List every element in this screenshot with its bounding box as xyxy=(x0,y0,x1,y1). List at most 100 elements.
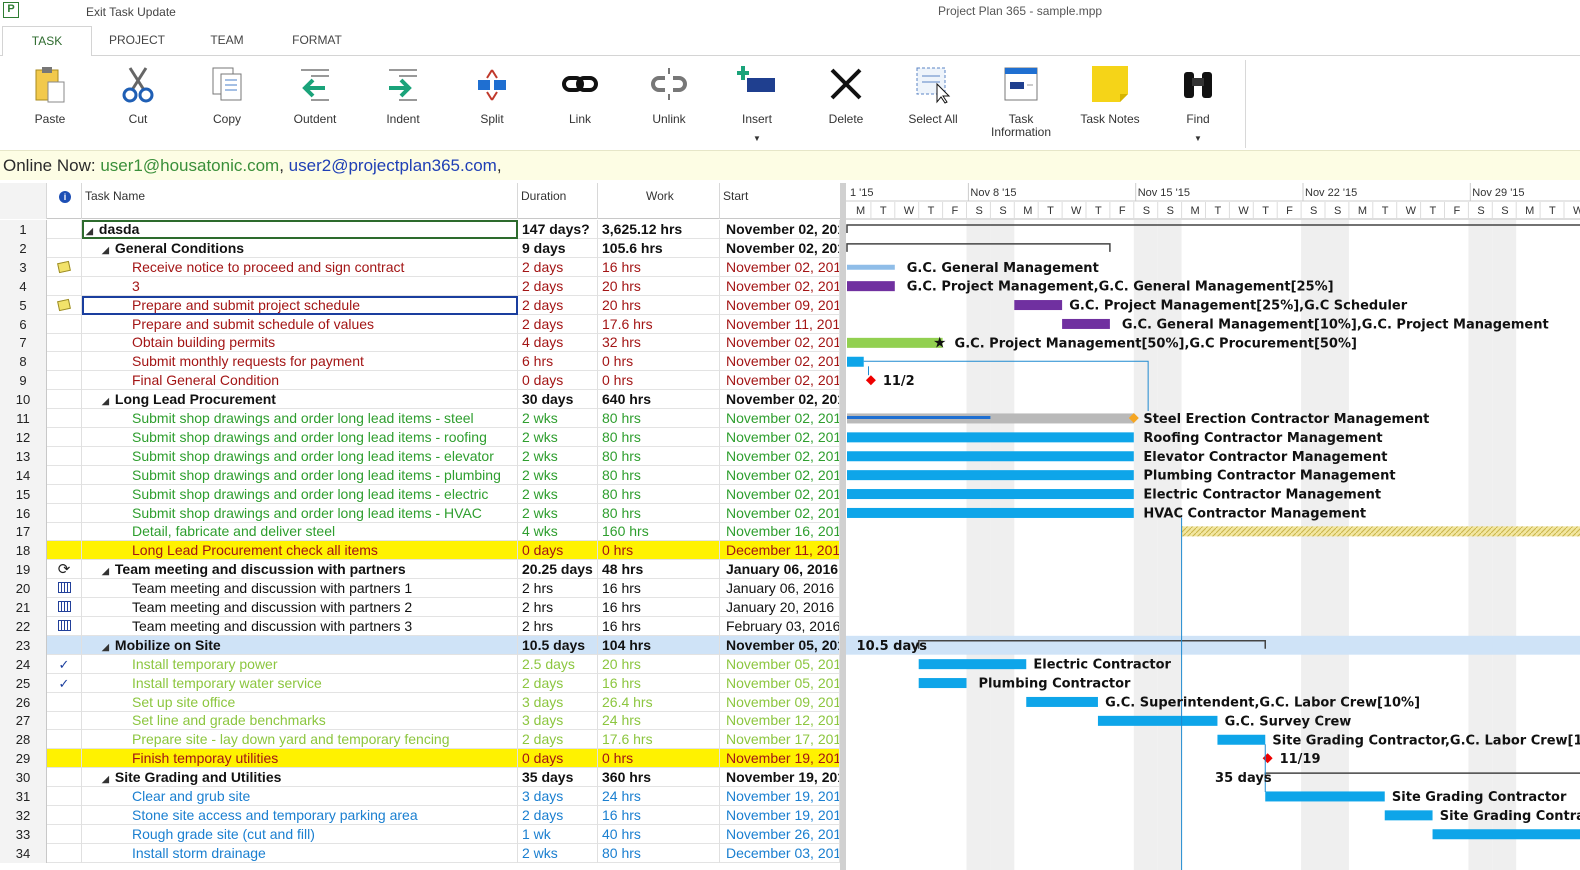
task-name-cell[interactable]: Stone site access and temporary parking … xyxy=(82,805,518,825)
work-cell[interactable]: 360 hrs xyxy=(598,768,720,788)
duration-cell[interactable]: 0 days xyxy=(518,749,598,769)
task-name-cell[interactable]: Set up site office xyxy=(82,692,518,712)
select-all-corner[interactable] xyxy=(0,183,47,219)
tab-project[interactable]: PROJECT xyxy=(108,33,165,47)
duration-cell[interactable]: 2 days xyxy=(518,314,598,334)
indicator-cell[interactable] xyxy=(47,503,82,523)
task-name-cell[interactable]: Final General Condition xyxy=(82,371,518,391)
indicators-header[interactable]: i xyxy=(47,183,82,219)
duration-cell[interactable]: 2 hrs xyxy=(518,616,598,636)
start-cell[interactable]: November 16, 2015 xyxy=(720,522,840,542)
task-row[interactable]: 13 Submit shop drawings and order long le… xyxy=(0,446,845,466)
work-cell[interactable]: 20 hrs xyxy=(598,295,720,315)
indicator-cell[interactable] xyxy=(47,295,82,315)
start-cell[interactable]: November 05, 2015 xyxy=(720,635,840,655)
task-name-cell[interactable]: Team meeting and discussion with partner… xyxy=(82,616,518,636)
task-row[interactable]: 12 Submit shop drawings and order long le… xyxy=(0,427,845,447)
task-row[interactable]: 29 Finish temporay utilities 0 days 0 hrs No… xyxy=(0,749,845,769)
outdent-button[interactable]: Outdent xyxy=(275,62,355,146)
task-row[interactable]: 11 Submit shop drawings and order long le… xyxy=(0,409,845,428)
duration-cell[interactable]: 9 days xyxy=(518,238,598,258)
row-number[interactable]: 22 xyxy=(0,616,47,636)
row-number[interactable]: 2 xyxy=(0,238,47,258)
row-number[interactable]: 24 xyxy=(0,654,47,674)
collapse-toggle-icon[interactable]: ◢ xyxy=(86,226,93,236)
row-number[interactable]: 32 xyxy=(0,805,47,825)
row-number[interactable]: 31 xyxy=(0,787,47,806)
task-notes-button[interactable]: Task Notes xyxy=(1070,62,1150,146)
work-cell[interactable]: 0 hrs xyxy=(598,749,720,769)
work-cell[interactable]: 20 hrs xyxy=(598,654,720,674)
task-row[interactable]: 20 Team meeting and discussion with partn… xyxy=(0,579,845,599)
work-cell[interactable]: 640 hrs xyxy=(598,390,720,410)
row-number[interactable]: 20 xyxy=(0,579,47,599)
tab-format[interactable]: FORMAT xyxy=(292,33,342,47)
duration-cell[interactable]: 3 days xyxy=(518,711,598,731)
start-cell[interactable]: January 06, 2016 xyxy=(720,579,840,599)
indicator-cell[interactable]: ⟳ xyxy=(47,560,82,580)
duration-cell[interactable]: 2 wks xyxy=(518,446,598,466)
duration-cell[interactable]: 0 days xyxy=(518,541,598,561)
tab-task[interactable]: TASK xyxy=(2,26,92,57)
row-number[interactable]: 1 xyxy=(0,220,47,239)
row-number[interactable]: 33 xyxy=(0,824,47,844)
task-row[interactable]: 4 3 2 days 20 hrs November 02, 2015 xyxy=(0,276,845,296)
row-number[interactable]: 15 xyxy=(0,484,47,504)
start-cell[interactable]: November 02, 2015 xyxy=(720,371,840,391)
indent-button[interactable]: Indent xyxy=(363,62,443,146)
duration-cell[interactable]: 2 wks xyxy=(518,484,598,504)
task-name-cell[interactable]: Submit shop drawings and order long lead… xyxy=(82,427,518,447)
row-number[interactable]: 34 xyxy=(0,843,47,863)
start-cell[interactable]: November 19, 2015 xyxy=(720,805,840,825)
task-name-cell[interactable]: Submit shop drawings and order long lead… xyxy=(82,446,518,466)
indicator-cell[interactable] xyxy=(47,730,82,750)
duration-cell[interactable]: 2.5 days xyxy=(518,654,598,674)
task-name-cell[interactable]: Detail, fabricate and deliver steel xyxy=(82,522,518,542)
task-row[interactable]: 22 Team meeting and discussion with partn… xyxy=(0,616,845,636)
indicator-cell[interactable] xyxy=(47,749,82,769)
work-cell[interactable]: 160 hrs xyxy=(598,522,720,542)
start-cell[interactable]: November 17, 2015 xyxy=(720,730,840,750)
row-number[interactable]: 29 xyxy=(0,749,47,769)
start-cell[interactable]: December 11, 2015 xyxy=(720,541,840,561)
work-cell[interactable]: 0 hrs xyxy=(598,541,720,561)
start-cell[interactable]: November 02, 2015 xyxy=(720,484,840,504)
indicator-cell[interactable] xyxy=(47,579,82,599)
duration-cell[interactable]: 2 days xyxy=(518,276,598,296)
task-name-cell[interactable]: ◢ General Conditions xyxy=(82,238,518,258)
task-row[interactable]: 6 Prepare and submit schedule of values 2 … xyxy=(0,314,845,334)
work-cell[interactable]: 24 hrs xyxy=(598,787,720,806)
start-cell[interactable]: November 02, 2015 xyxy=(720,352,840,372)
start-cell[interactable]: November 02, 2015 xyxy=(720,465,840,485)
task-name-cell[interactable]: Submit shop drawings and order long lead… xyxy=(82,484,518,504)
work-cell[interactable]: 24 hrs xyxy=(598,711,720,731)
indicator-cell[interactable]: ✓ xyxy=(47,654,82,674)
start-cell[interactable]: November 02, 2015 xyxy=(720,276,840,296)
row-number[interactable]: 14 xyxy=(0,465,47,485)
duration-cell[interactable]: 2 days xyxy=(518,805,598,825)
insert-button[interactable]: Insert ▼ xyxy=(717,62,797,146)
duration-cell[interactable]: 4 wks xyxy=(518,522,598,542)
start-cell[interactable]: November 02, 2015 xyxy=(720,503,840,523)
duration-cell[interactable]: 2 days xyxy=(518,295,598,315)
indicator-cell[interactable] xyxy=(47,390,82,410)
task-row[interactable]: 28 Prepare site - lay down yard and tempo… xyxy=(0,730,845,750)
work-cell[interactable]: 17.6 hrs xyxy=(598,314,720,334)
start-cell[interactable]: November 02, 2015 xyxy=(720,446,840,466)
duration-cell[interactable]: 30 days xyxy=(518,390,598,410)
task-name-cell[interactable]: Team meeting and discussion with partner… xyxy=(82,598,518,617)
cut-button[interactable]: Cut xyxy=(98,62,178,146)
indicator-cell[interactable] xyxy=(47,220,82,239)
indicator-cell[interactable] xyxy=(47,257,82,277)
indicator-cell[interactable] xyxy=(47,768,82,788)
work-header[interactable]: Work xyxy=(598,183,720,219)
duration-cell[interactable]: 2 hrs xyxy=(518,598,598,617)
row-number[interactable]: 19 xyxy=(0,560,47,580)
work-cell[interactable]: 3,625.12 hrs xyxy=(598,220,720,239)
work-cell[interactable]: 16 hrs xyxy=(598,598,720,617)
start-cell[interactable]: November 09, 2015 xyxy=(720,295,840,315)
indicator-cell[interactable] xyxy=(47,314,82,334)
task-row[interactable]: 26 Set up site office 3 days 26.4 hrs Novemb… xyxy=(0,692,845,712)
start-cell[interactable]: November 05, 2015 xyxy=(720,673,840,693)
task-row[interactable]: 33 Rough grade site (cut and fill) 1 wk 40 … xyxy=(0,824,845,844)
